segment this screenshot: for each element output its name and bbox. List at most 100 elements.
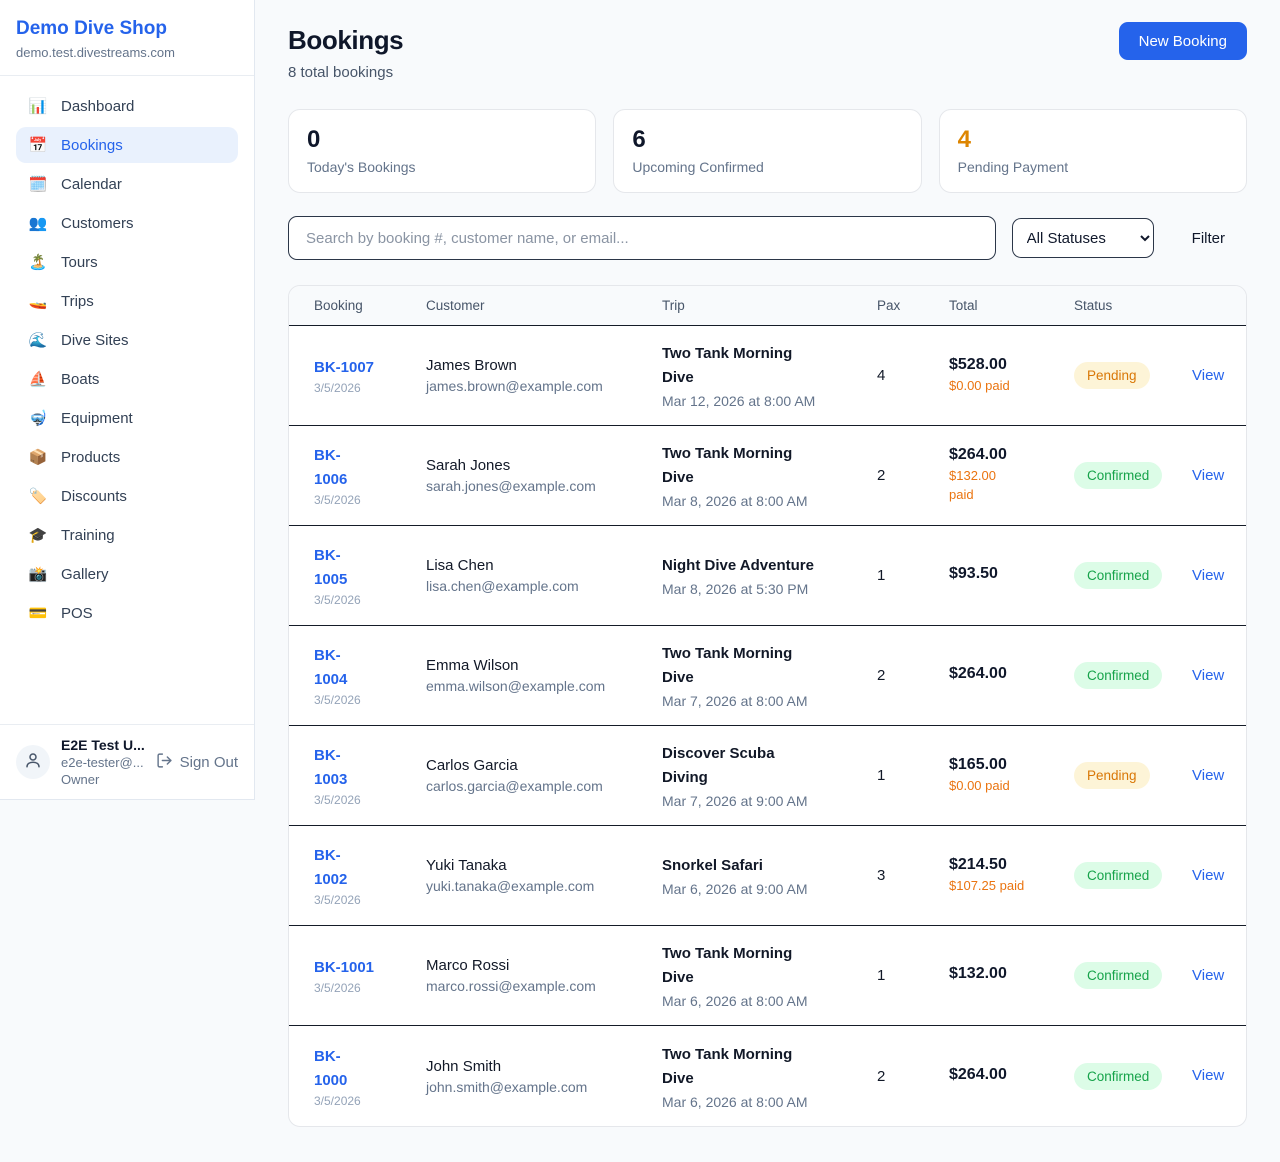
sidebar-item-trips[interactable]: 🚤 Trips xyxy=(16,283,238,319)
new-booking-button[interactable]: New Booking xyxy=(1118,22,1247,60)
trip-name: Snorkel Safari xyxy=(662,857,763,874)
status-filter-select[interactable]: All Statuses xyxy=(1011,218,1154,258)
stat-value: 4 xyxy=(957,126,972,153)
status-cell: Confirmed xyxy=(1074,662,1192,689)
view-link[interactable]: View xyxy=(1192,866,1225,884)
booking-date: 3/5/2026 xyxy=(314,493,361,507)
sidebar-item-tours[interactable]: 🏝️ Tours xyxy=(16,244,238,280)
view-link[interactable]: View xyxy=(1192,666,1225,684)
customer-cell: Yuki Tanaka yuki.tanaka@example.com xyxy=(426,857,662,894)
sidebar: Demo Dive Shop demo.test.divestreams.com… xyxy=(0,0,255,800)
customer-cell: Lisa Chen lisa.chen@example.com xyxy=(426,557,662,594)
sidebar-item-label: Discounts xyxy=(61,487,127,505)
pax-cell: 4 xyxy=(877,367,886,384)
calendar-icon: 🗓️ xyxy=(28,176,48,193)
col-header-customer: Customer xyxy=(426,298,485,313)
trip-datetime: Mar 8, 2026 at 5:30 PM xyxy=(662,581,809,597)
user-footer: E2E Test U... e2e-tester@... Owner Sign … xyxy=(0,724,254,799)
booking-cell: BK-1001 3/5/2026 xyxy=(314,956,426,995)
sidebar-item-label: Training xyxy=(61,526,115,544)
main-content: Bookings 8 total bookings New Booking 0 … xyxy=(255,0,1280,1159)
total-cell: $132.00 xyxy=(949,965,1074,986)
col-header-total: Total xyxy=(949,298,978,313)
page-header: Bookings 8 total bookings New Booking xyxy=(288,19,1247,81)
trip-name: Two Tank Morning Dive xyxy=(662,645,793,686)
stat-value: 0 xyxy=(307,126,321,153)
filter-button[interactable]: Filter xyxy=(1170,230,1247,247)
actions-cell: View xyxy=(1192,667,1238,685)
booking-id-link[interactable]: BK- 1004 xyxy=(314,647,348,688)
view-link[interactable]: View xyxy=(1192,566,1225,584)
trip-cell: Two Tank Morning Dive Mar 12, 2026 at 8:0… xyxy=(662,342,877,409)
sidebar-item-label: Customers xyxy=(61,214,134,232)
sidebar-item-bookings[interactable]: 📅 Bookings xyxy=(16,127,238,163)
sidebar-item-calendar[interactable]: 🗓️ Calendar xyxy=(16,166,238,202)
sidebar-item-gallery[interactable]: 📸 Gallery xyxy=(16,556,238,592)
pax-cell: 2 xyxy=(877,1067,886,1085)
view-link[interactable]: View xyxy=(1192,1067,1225,1084)
paid-amount: $107.25 paid xyxy=(949,877,1025,893)
trip-cell: Two Tank Morning Dive Mar 6, 2026 at 8:00… xyxy=(662,1043,877,1110)
customer-name: Marco Rossi xyxy=(426,957,510,974)
sidebar-item-equipment[interactable]: 🤿 Equipment xyxy=(16,400,238,436)
booking-date: 3/5/2026 xyxy=(314,1093,361,1108)
customer-cell: John Smith john.smith@example.com xyxy=(426,1058,662,1095)
customer-name: John Smith xyxy=(426,1057,502,1075)
status-badge: Pending xyxy=(1074,762,1150,789)
booking-cell: BK- 1002 3/5/2026 xyxy=(314,844,426,907)
booking-id-link[interactable]: BK- 1002 xyxy=(314,847,348,888)
tours-icon: 🏝️ xyxy=(28,254,48,271)
sidebar-item-dive-sites[interactable]: 🌊 Dive Sites xyxy=(16,322,238,358)
search-input[interactable] xyxy=(288,216,996,260)
booking-date: 3/5/2026 xyxy=(314,593,361,607)
sidebar-item-dashboard[interactable]: 📊 Dashboard xyxy=(16,88,238,124)
booking-id-link[interactable]: BK- 1005 xyxy=(314,547,348,588)
sidebar-item-boats[interactable]: ⛵ Boats xyxy=(16,361,238,397)
sidebar-item-customers[interactable]: 👥 Customers xyxy=(16,205,238,241)
sidebar-item-label: Products xyxy=(61,448,121,466)
pos-icon: 💳 xyxy=(28,605,48,622)
customers-icon: 👥 xyxy=(28,215,48,232)
sidebar-item-products[interactable]: 📦 Products xyxy=(16,439,238,475)
actions-cell: View xyxy=(1192,467,1238,485)
trip-datetime: Mar 6, 2026 at 9:00 AM xyxy=(662,881,808,897)
total-amount: $264.00 xyxy=(949,446,1007,464)
booking-id-link[interactable]: BK-1001 xyxy=(314,959,375,976)
pax-cell: 2 xyxy=(877,667,886,684)
sidebar-item-training[interactable]: 🎓 Training xyxy=(16,517,238,553)
booking-date: 3/5/2026 xyxy=(314,381,361,395)
sign-out-button[interactable]: Sign Out xyxy=(156,752,238,773)
sidebar-nav: 📊 Dashboard 📅 Bookings 🗓️ Calendar 👥 Customers 🏝… xyxy=(0,76,254,724)
trips-icon: 🚤 xyxy=(28,293,48,310)
sidebar-item-label: Trips xyxy=(61,292,94,310)
table-row: BK-1001 3/5/2026 Marco Rossi marco.rossi… xyxy=(289,926,1246,1026)
view-link[interactable]: View xyxy=(1192,966,1225,984)
col-header-status: Status xyxy=(1074,298,1113,313)
booking-id-link[interactable]: BK- 1006 xyxy=(314,447,348,488)
total-cell: $264.00 xyxy=(949,665,1074,686)
view-link[interactable]: View xyxy=(1192,466,1225,484)
sidebar-item-discounts[interactable]: 🏷️ Discounts xyxy=(16,478,238,514)
dive-sites-icon: 🌊 xyxy=(28,332,48,349)
total-amount: $214.50 xyxy=(949,855,1007,873)
sidebar-item-pos[interactable]: 💳 POS xyxy=(16,595,238,631)
booking-id-link[interactable]: BK-1007 xyxy=(314,359,375,376)
booking-cell: BK-1007 3/5/2026 xyxy=(314,356,426,395)
sidebar-item-label: Gallery xyxy=(61,565,109,583)
brand-block: Demo Dive Shop demo.test.divestreams.com xyxy=(0,0,254,76)
view-link[interactable]: View xyxy=(1192,766,1225,784)
paid-amount: $0.00 paid xyxy=(949,377,1010,393)
customer-name: Yuki Tanaka xyxy=(426,857,507,874)
brand-name: Demo Dive Shop xyxy=(16,18,167,39)
customer-email: lisa.chen@example.com xyxy=(426,578,579,594)
total-amount: $93.50 xyxy=(949,565,998,582)
col-header-booking: Booking xyxy=(314,298,363,313)
actions-cell: View xyxy=(1192,767,1238,785)
total-cell: $93.50 xyxy=(949,565,1074,586)
stat-card-pending-payment: 4 Pending Payment xyxy=(938,109,1247,193)
page-subtitle: 8 total bookings xyxy=(288,64,394,81)
user-role: Owner xyxy=(61,772,100,787)
booking-id-link[interactable]: BK- 1003 xyxy=(314,747,348,788)
view-link[interactable]: View xyxy=(1192,366,1225,384)
booking-id-link[interactable]: BK- 1000 xyxy=(314,1047,348,1089)
